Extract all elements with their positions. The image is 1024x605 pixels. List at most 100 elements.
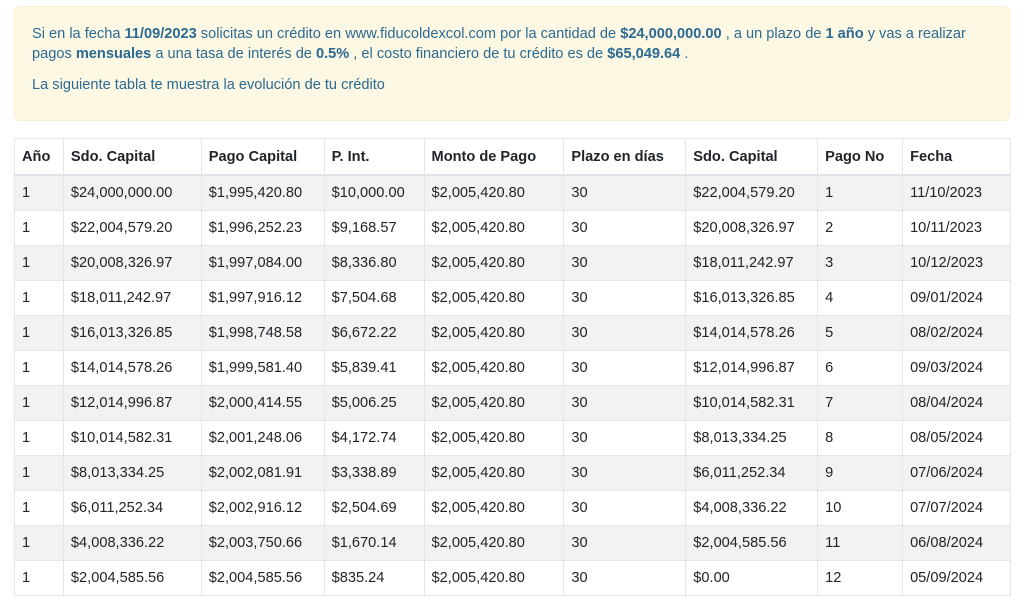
summary-cost: $65,049.64 xyxy=(607,46,681,62)
table-row: 1 $12,014,996.87 $2,000,414.55 $5,006.25 $2,… xyxy=(14,385,1011,421)
table-body: 1 $24,000,000.00 $1,995,420.80 $10,000.00 $2… xyxy=(14,174,1011,596)
summary-text-1: Si en la fecha xyxy=(32,26,125,42)
cell-pago-no: 5 xyxy=(817,315,904,351)
cell-saldo-capital-inicial: $6,011,252.34 xyxy=(62,490,202,526)
cell-monto-de-pago: $2,005,420.80 xyxy=(423,174,565,211)
cell-fecha: 05/09/2024 xyxy=(902,560,1011,596)
cell-anio: 1 xyxy=(14,174,64,211)
cell-plazo-en-dias: 30 xyxy=(563,315,687,351)
cell-monto-de-pago: $2,005,420.80 xyxy=(423,420,565,456)
cell-anio: 1 xyxy=(14,315,64,351)
cell-pago-interes: $2,504.69 xyxy=(323,490,425,526)
cell-monto-de-pago: $2,005,420.80 xyxy=(423,280,565,316)
cell-monto-de-pago: $2,005,420.80 xyxy=(423,385,565,421)
cell-monto-de-pago: $2,005,420.80 xyxy=(423,455,565,491)
table-intro-text: La siguiente tabla te muestra la evoluci… xyxy=(32,77,385,93)
cell-pago-interes: $1,670.14 xyxy=(323,525,425,561)
cell-fecha: 08/02/2024 xyxy=(902,315,1011,351)
column-header-monto-de-pago: Monto de Pago xyxy=(423,138,565,176)
cell-pago-capital: $2,004,585.56 xyxy=(200,560,325,596)
cell-pago-no: 6 xyxy=(817,350,904,386)
cell-saldo-capital-final: $8,013,334.25 xyxy=(685,420,819,456)
cell-pago-capital: $1,998,748.58 xyxy=(200,315,325,351)
column-header-saldo-capital-final: Sdo. Capital xyxy=(685,138,819,176)
cell-pago-interes: $9,168.57 xyxy=(323,210,425,246)
cell-pago-capital: $2,001,248.06 xyxy=(200,420,325,456)
table-row: 1 $10,014,582.31 $2,001,248.06 $4,172.74 $2,… xyxy=(14,420,1011,456)
cell-plazo-en-dias: 30 xyxy=(563,174,687,211)
summary-frequency: mensuales xyxy=(75,46,152,62)
cell-saldo-capital-inicial: $4,008,336.22 xyxy=(62,525,202,561)
cell-saldo-capital-inicial: $14,014,578.26 xyxy=(62,350,202,386)
summary-text-7: . xyxy=(680,46,689,62)
cell-monto-de-pago: $2,005,420.80 xyxy=(423,315,565,351)
table-row: 1 $22,004,579.20 $1,996,252.23 $9,168.57 $2,… xyxy=(14,210,1011,246)
cell-fecha: 09/01/2024 xyxy=(902,280,1011,316)
cell-pago-no: 10 xyxy=(817,490,904,526)
table-row: 1 $16,013,326.85 $1,998,748.58 $6,672.22 $2,… xyxy=(14,315,1011,351)
cell-pago-interes: $8,336.80 xyxy=(323,245,425,281)
table-header-row: Año Sdo. Capital Pago Capital P. Int. Monto … xyxy=(14,138,1011,176)
cell-plazo-en-dias: 30 xyxy=(563,420,687,456)
cell-anio: 1 xyxy=(14,560,64,596)
summary-amount: $24,000,000.00 xyxy=(620,26,722,42)
cell-fecha: 07/07/2024 xyxy=(902,490,1011,526)
column-header-pago-capital: Pago Capital xyxy=(200,138,325,176)
cell-pago-interes: $5,839.41 xyxy=(323,350,425,386)
cell-monto-de-pago: $2,005,420.80 xyxy=(423,490,565,526)
table-row: 1 $8,013,334.25 $2,002,081.91 $3,338.89 $2,0… xyxy=(14,455,1011,491)
table-row: 1 $4,008,336.22 $2,003,750.66 $1,670.14 $2,0… xyxy=(14,525,1011,561)
cell-saldo-capital-inicial: $10,014,582.31 xyxy=(62,420,202,456)
cell-pago-capital: $1,999,581.40 xyxy=(200,350,325,386)
cell-pago-interes: $835.24 xyxy=(323,560,425,596)
cell-saldo-capital-final: $6,011,252.34 xyxy=(685,455,819,491)
cell-pago-no: 4 xyxy=(817,280,904,316)
cell-saldo-capital-final: $4,008,336.22 xyxy=(685,490,819,526)
cell-plazo-en-dias: 30 xyxy=(563,245,687,281)
column-header-plazo-en-dias: Plazo en días xyxy=(563,138,687,176)
cell-pago-no: 1 xyxy=(817,174,904,211)
cell-pago-capital: $1,996,252.23 xyxy=(200,210,325,246)
column-header-pago-interes: P. Int. xyxy=(323,138,425,176)
cell-anio: 1 xyxy=(14,455,64,491)
table-row: 1 $6,011,252.34 $2,002,916.12 $2,504.69 $2,0… xyxy=(14,490,1011,526)
cell-pago-interes: $6,672.22 xyxy=(323,315,425,351)
cell-pago-interes: $7,504.68 xyxy=(323,280,425,316)
cell-saldo-capital-inicial: $24,000,000.00 xyxy=(62,174,202,211)
column-header-fecha: Fecha xyxy=(902,138,1011,176)
cell-fecha: 07/06/2024 xyxy=(902,455,1011,491)
cell-fecha: 11/10/2023 xyxy=(902,174,1011,211)
column-header-saldo-capital-inicial: Sdo. Capital xyxy=(62,138,202,176)
summary-text-2: solicitas un crédito en www.fiducoldexco… xyxy=(196,26,621,42)
cell-anio: 1 xyxy=(14,385,64,421)
cell-anio: 1 xyxy=(14,420,64,456)
amortization-table: Año Sdo. Capital Pago Capital P. Int. Monto … xyxy=(14,138,1011,596)
cell-monto-de-pago: $2,005,420.80 xyxy=(423,350,565,386)
cell-saldo-capital-final: $22,004,579.20 xyxy=(685,174,819,211)
cell-monto-de-pago: $2,005,420.80 xyxy=(423,560,565,596)
cell-pago-capital: $2,002,916.12 xyxy=(200,490,325,526)
summary-text-6: , el costo financiero de tu crédito es d… xyxy=(349,46,608,62)
cell-anio: 1 xyxy=(14,525,64,561)
cell-pago-no: 12 xyxy=(817,560,904,596)
column-header-anio: Año xyxy=(14,138,64,176)
summary-text-4: y vas a realizar pagos xyxy=(32,26,966,62)
summary-text-5: a una tasa de interés de xyxy=(151,46,316,62)
cell-pago-capital: $2,002,081.91 xyxy=(200,455,325,491)
cell-plazo-en-dias: 30 xyxy=(563,525,687,561)
cell-pago-capital: $1,995,420.80 xyxy=(200,174,325,211)
cell-anio: 1 xyxy=(14,210,64,246)
cell-pago-interes: $5,006.25 xyxy=(323,385,425,421)
cell-fecha: 08/04/2024 xyxy=(902,385,1011,421)
cell-pago-interes: $4,172.74 xyxy=(323,420,425,456)
cell-saldo-capital-final: $10,014,582.31 xyxy=(685,385,819,421)
summary-date: 11/09/2023 xyxy=(124,26,197,42)
cell-pago-interes: $10,000.00 xyxy=(323,174,425,211)
cell-pago-no: 3 xyxy=(817,245,904,281)
cell-monto-de-pago: $2,005,420.80 xyxy=(423,525,565,561)
cell-pago-no: 11 xyxy=(817,525,904,561)
cell-saldo-capital-inicial: $22,004,579.20 xyxy=(62,210,202,246)
table-row: 1 $18,011,242.97 $1,997,916.12 $7,504.68 $2,… xyxy=(14,280,1011,316)
table-row: 1 $2,004,585.56 $2,004,585.56 $835.24 $2,005… xyxy=(14,560,1011,596)
cell-plazo-en-dias: 30 xyxy=(563,350,687,386)
